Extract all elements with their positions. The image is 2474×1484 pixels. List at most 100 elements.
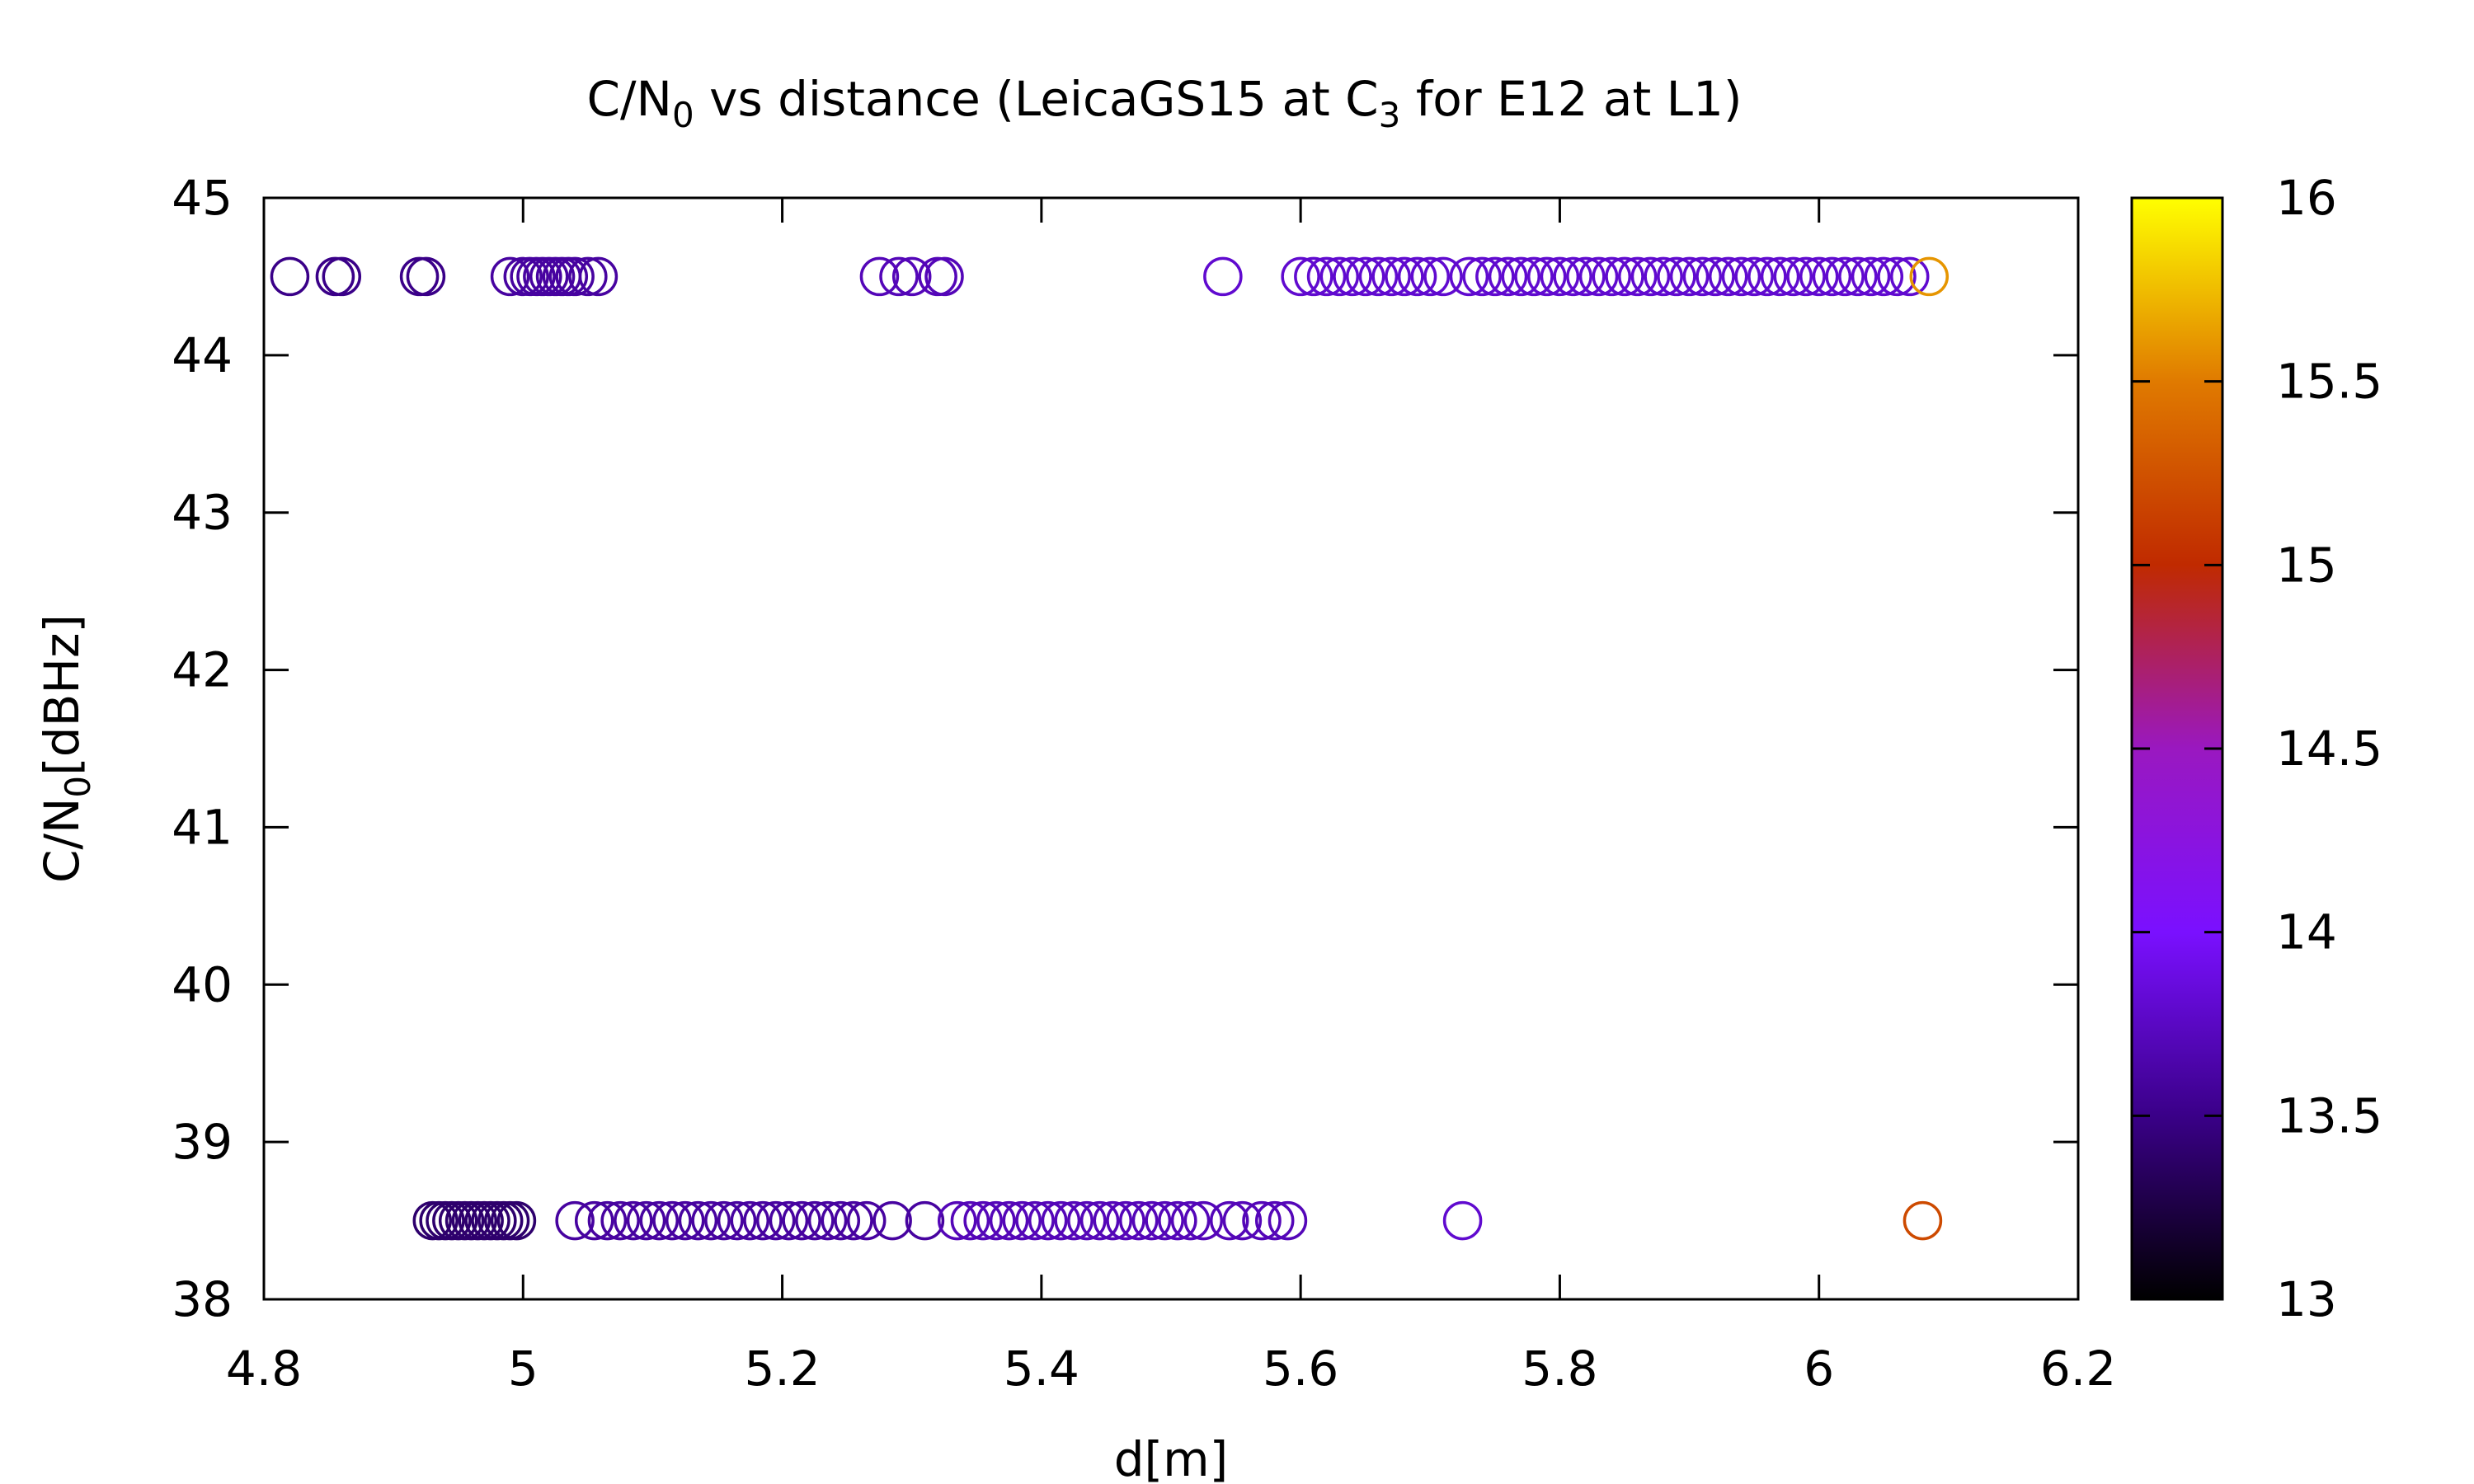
data-point	[1222, 1200, 1263, 1241]
x-tick-label: 5.8	[1522, 1341, 1597, 1397]
data-point	[872, 1200, 912, 1241]
data-point	[879, 256, 919, 297]
data-point	[859, 256, 900, 297]
x-tick-label: 5.6	[1263, 1341, 1338, 1397]
data-point	[755, 1200, 796, 1241]
data-point	[1877, 256, 1917, 297]
plot-frame	[262, 196, 2080, 1301]
data-point	[834, 1200, 873, 1241]
data-point	[1812, 256, 1852, 297]
data-point	[1385, 256, 1424, 297]
data-point	[1294, 256, 1333, 297]
data-point	[1553, 256, 1592, 297]
data-point	[989, 1200, 1029, 1241]
data-point	[1669, 256, 1710, 297]
x-tick-label: 6	[1804, 1341, 1834, 1397]
y-tick-label: 42	[172, 642, 233, 698]
data-point	[1397, 256, 1437, 297]
data-point	[1333, 256, 1372, 297]
data-point	[1566, 256, 1606, 297]
data-point	[1093, 1200, 1133, 1241]
x-tick-label: 4.8	[226, 1341, 302, 1397]
data-point	[1747, 256, 1787, 297]
data-point	[1106, 1200, 1145, 1241]
colorbar-ticks: 13 13.5 14 14.5 15 15.5 16	[2132, 170, 2382, 1327]
x-tick-label: 6.2	[2040, 1341, 2116, 1397]
data-point	[1358, 256, 1399, 297]
y-tick-label: 43	[172, 485, 233, 541]
data-point	[1242, 1200, 1282, 1241]
data-point	[1799, 256, 1839, 297]
data-point	[614, 1200, 653, 1241]
data-point	[1734, 256, 1774, 297]
y-tick-label: 41	[172, 799, 233, 855]
colorbar-tick-label: 16	[2276, 170, 2337, 226]
data-point	[1170, 1200, 1211, 1241]
data-point	[1592, 256, 1632, 297]
data-point	[1054, 1200, 1094, 1241]
data-point	[1475, 256, 1515, 297]
data-point	[1540, 256, 1580, 297]
y-axis-ticks: 38 39 40 41 42 43 44 45	[172, 170, 2078, 1327]
data-point	[568, 256, 608, 297]
data-point	[1209, 1200, 1249, 1241]
data-point	[795, 1200, 835, 1241]
data-point	[1002, 1200, 1042, 1241]
data-point	[1514, 256, 1554, 297]
data-point	[846, 1200, 887, 1241]
data-point	[1449, 256, 1489, 297]
data-point	[717, 1200, 757, 1241]
data-point	[678, 1200, 718, 1241]
x-tick-label: 5	[508, 1341, 539, 1397]
data-point	[1851, 256, 1891, 297]
data-point	[1015, 1200, 1055, 1241]
data-points	[270, 256, 1950, 1241]
data-point	[652, 1200, 692, 1241]
data-point	[1864, 256, 1904, 297]
x-tick-label: 5.4	[1004, 1341, 1079, 1397]
data-point	[937, 1200, 977, 1241]
data-point	[976, 1200, 1016, 1241]
data-point	[1462, 256, 1502, 297]
data-point	[1773, 256, 1813, 297]
data-point	[1644, 256, 1683, 297]
data-point	[1067, 1200, 1107, 1241]
data-point	[1657, 256, 1696, 297]
data-point	[1319, 256, 1360, 297]
data-point	[1605, 256, 1644, 297]
data-point	[1118, 1200, 1159, 1241]
y-tick-label: 38	[172, 1271, 233, 1327]
data-point	[574, 1200, 614, 1241]
data-point	[555, 256, 595, 297]
data-point	[1203, 256, 1243, 297]
data-point	[1760, 256, 1800, 297]
data-point	[490, 256, 530, 297]
data-point	[578, 256, 618, 297]
colorbar-tick-label: 15.5	[2276, 354, 2382, 410]
data-point	[730, 1200, 770, 1241]
y-tick-label: 44	[172, 327, 233, 383]
colorbar-tick-label: 14.5	[2276, 721, 2382, 777]
data-point	[1041, 1200, 1081, 1241]
data-point	[1371, 256, 1411, 297]
data-point	[1079, 1200, 1120, 1241]
data-point	[1423, 256, 1463, 297]
colorbar-tick-label: 15	[2276, 537, 2337, 593]
data-point	[1889, 256, 1930, 297]
data-point	[963, 1200, 1003, 1241]
y-tick-label: 45	[172, 170, 233, 226]
data-point	[587, 1200, 628, 1241]
y-tick-label: 40	[172, 956, 233, 1012]
data-point	[496, 1200, 537, 1241]
data-point	[782, 1200, 821, 1241]
x-axis-label: d[m]	[1114, 1431, 1229, 1484]
colorbar-tick-label: 14	[2276, 904, 2337, 960]
data-point	[639, 1200, 680, 1241]
data-point	[406, 256, 446, 297]
data-point	[600, 1200, 640, 1241]
data-point	[769, 1200, 809, 1241]
data-point	[270, 256, 310, 297]
data-point	[1345, 256, 1385, 297]
data-point	[1708, 256, 1748, 297]
data-point	[1442, 1200, 1483, 1241]
